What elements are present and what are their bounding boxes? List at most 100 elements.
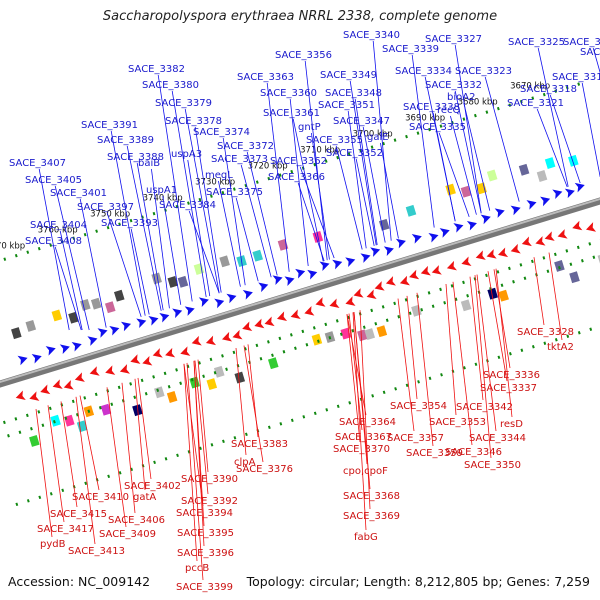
reverse-gene-arrow [475,250,486,260]
forward-leader-line [549,94,581,184]
forward-leader-line [311,132,330,260]
reverse-leader-line [193,360,205,547]
reverse-gene-label: pccB [185,563,209,574]
forward-gene-label: SACE_3321 [507,98,564,109]
reverse-gene-label: SACE_3413 [68,546,125,557]
reverse-gene-arrow [521,236,532,247]
forward-leader-line [194,126,222,293]
forward-leader-line [38,168,70,331]
reverse-cog-box [29,435,40,447]
forward-leader-line [54,185,90,331]
reverse-gene-arrow [232,329,243,340]
forward-leader-line [266,82,290,272]
reverse-gene-arrow [486,249,497,259]
reverse-gene-label: SACE_3359 [406,448,463,459]
forward-gene-arrow [295,268,306,279]
reverse-cog-box [166,391,178,403]
forward-gene-arrow [307,269,318,280]
reverse-gene-label: SACE_3383 [231,439,288,450]
forward-leader-line [297,182,325,262]
forward-gene-arrow [87,336,98,346]
forward-gene-arrow [540,196,551,207]
forward-gene-arrow [71,341,82,352]
tick-label: 3750 kbp [90,210,130,220]
forward-gene-label: SACE_3347 [333,116,390,127]
reverse-gene-arrow [431,265,442,275]
reverse-gene-arrow [304,306,315,316]
reverse-gene-label: SACE_3368 [343,491,400,502]
forward-leader-line [289,98,309,267]
reverse-gene-label: fabG [354,532,378,543]
reverse-gene-arrow [89,366,100,376]
forward-gene-label: SACE_3405 [25,175,82,186]
forward-leader-line [355,158,375,246]
backbone-highlight [0,197,600,384]
reverse-gene-arrow [142,355,153,366]
forward-gene-label: uspA3 [171,149,202,160]
reverse-gene-arrow [420,265,431,276]
reverse-gene-label: SACE_3406 [108,515,165,526]
tick-label: 3760 kbp [38,226,78,236]
forward-cog-box [378,218,390,231]
reverse-cog-box [411,304,422,317]
reverse-gene-arrow [180,346,191,356]
forward-leader-line [110,130,146,316]
forward-cog-box [167,275,179,288]
reverse-gene-arrow [353,288,364,298]
reverse-gene-arrow [446,260,457,271]
forward-gene-label: SACE_3361 [263,108,320,119]
tick-label: 3670 kbp [510,81,550,91]
reverse-leader-line [197,359,209,473]
reverse-leader-line [346,314,361,443]
forward-gene-arrow [395,238,406,249]
reverse-gene-arrow [191,335,202,346]
forward-leader-line [126,145,162,311]
tick-label: 3700 kbp [353,130,393,140]
reverse-leader-line [406,295,418,400]
reverse-gene-label: SACE_3354 [390,401,447,412]
reverse-gene-label: clpA [234,457,256,468]
forward-gene-arrow [214,298,225,309]
forward-leader-line [222,137,246,286]
reverse-cog-box [213,365,225,378]
reverse-leader-line [476,274,497,432]
forward-gene-label: SACE_3404 [30,220,87,231]
reverse-gene-label: SACE_3346 [445,447,502,458]
reverse-cog-box [100,403,112,416]
forward-cog-box [405,204,417,217]
reverse-leader-line [397,298,415,432]
forward-gene-label: SACE_3407 [9,158,66,169]
reverse-gene-arrow [119,364,130,374]
forward-gene-label: SACE_3366 [268,172,325,183]
reverse-leader-line [183,363,204,507]
forward-cog-box [219,255,230,268]
forward-gene-label: SACE_3391 [81,120,138,131]
forward-gene-label: SACE_3325 [508,37,565,48]
forward-gene-label: SACE_3352 [326,148,383,159]
feature-layer [0,154,600,447]
reverse-gene-label: SACE_3376 [236,464,293,475]
reverse-leader-line [186,362,204,581]
forward-cog-box [90,297,102,310]
forward-gene-arrow [411,234,422,244]
reverse-gene-arrow [409,269,420,280]
forward-gene-label: SACE_3375 [206,187,263,198]
reverse-gene-label: SACE_3409 [99,529,156,540]
reverse-leader-line [348,313,363,431]
tick-label: 3680 kbp [458,97,498,107]
forward-leader-line [151,168,170,309]
reverse-leader-line [121,382,136,514]
reverse-cog-box [267,357,279,370]
forward-leader-line [292,118,324,262]
forward-leader-line [347,110,367,249]
forward-cog-box [51,309,63,322]
reverse-gene-arrow [366,289,377,300]
forward-gene-label: SACE_3393 [101,218,158,229]
reverse-gene-label: SACE_3337 [480,383,537,394]
reverse-gene-arrow [329,298,340,309]
forward-gene-label: SACE_3338 [403,102,460,113]
reverse-gene-arrow [535,236,546,246]
forward-cog-box [568,154,579,167]
reverse-leader-line [60,401,78,508]
